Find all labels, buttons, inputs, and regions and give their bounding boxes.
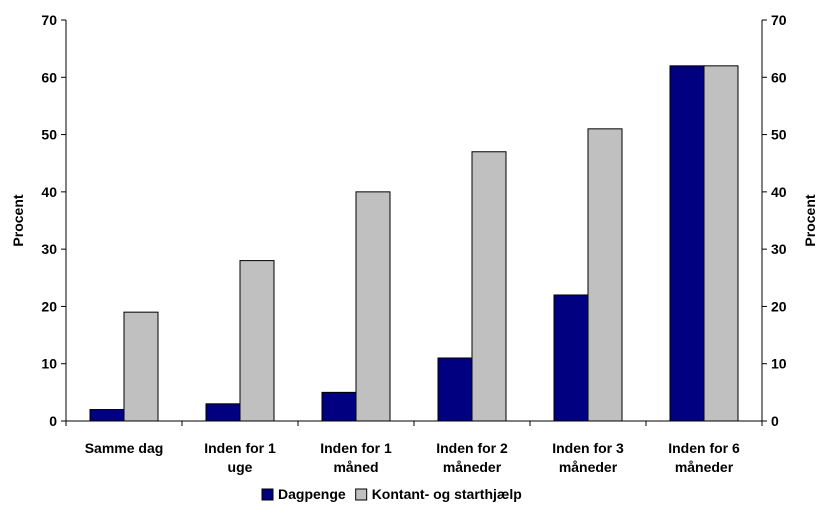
y-tick-label-right: 40	[771, 184, 787, 200]
bar-kontant-3	[471, 151, 507, 422]
y-tick-label-right: 70	[771, 12, 787, 28]
legend-swatch-dagpenge	[261, 488, 274, 501]
bar-dagpenge-4	[553, 294, 589, 422]
bars	[89, 65, 739, 422]
x-tick-label: Samme dag	[85, 440, 164, 456]
x-tick-label: måned	[333, 459, 378, 475]
x-tick-label: måneder	[443, 459, 502, 475]
x-tick-label: måneder	[675, 459, 734, 475]
bar-kontant-1	[239, 260, 275, 422]
bar-kontant-4	[587, 128, 623, 422]
x-tick-label: Inden for 3	[552, 440, 624, 456]
bar-dagpenge-2	[321, 391, 357, 422]
legend-label-dagpenge: Dagpenge	[278, 486, 346, 502]
y-tick-label-right: 50	[771, 127, 787, 143]
y-tick-label-left: 40	[41, 184, 57, 200]
x-tick-label: Inden for 2	[436, 440, 508, 456]
x-tick-label: Inden for 6	[668, 440, 740, 456]
x-tick-label: måneder	[559, 459, 618, 475]
x-tick-label: Inden for 1	[204, 440, 276, 456]
y-tick-label-right: 10	[771, 356, 787, 372]
y-tick-label-right: 20	[771, 298, 787, 314]
y-tick-label-left: 60	[41, 69, 57, 85]
y-tick-label-left: 20	[41, 298, 57, 314]
bar-kontant-5	[703, 65, 739, 422]
y-ticks: 0 0 10 10 20 20 30 30 40 40 50 50 60 60 70 70	[41, 12, 786, 429]
bar-dagpenge-1	[205, 403, 241, 422]
legend-swatch-kontant	[355, 488, 368, 501]
y-axis-title-left: Procent	[10, 194, 26, 246]
y-tick-label-left: 50	[41, 127, 57, 143]
bar-dagpenge-3	[437, 357, 473, 422]
y-tick-label-left: 10	[41, 356, 57, 372]
y-tick-label-left: 70	[41, 12, 57, 28]
bar-dagpenge-0	[89, 409, 125, 422]
bar-kontant-2	[355, 191, 391, 422]
bar-kontant-0	[123, 311, 159, 422]
legend: Dagpenge Kontant- og starthjælp	[261, 486, 522, 502]
axes	[65, 20, 763, 426]
y-tick-label-right: 30	[771, 241, 787, 257]
bar-dagpenge-5	[669, 65, 705, 422]
x-tick-label: uge	[228, 459, 253, 475]
x-tick-label: Inden for 1	[320, 440, 392, 456]
y-tick-label-left: 0	[49, 413, 57, 429]
y-tick-label-right: 60	[771, 69, 787, 85]
legend-label-kontant: Kontant- og starthjælp	[372, 486, 522, 502]
y-tick-label-right: 0	[771, 413, 779, 429]
y-axis-title-right: Procent	[802, 194, 818, 246]
y-tick-label-left: 30	[41, 241, 57, 257]
